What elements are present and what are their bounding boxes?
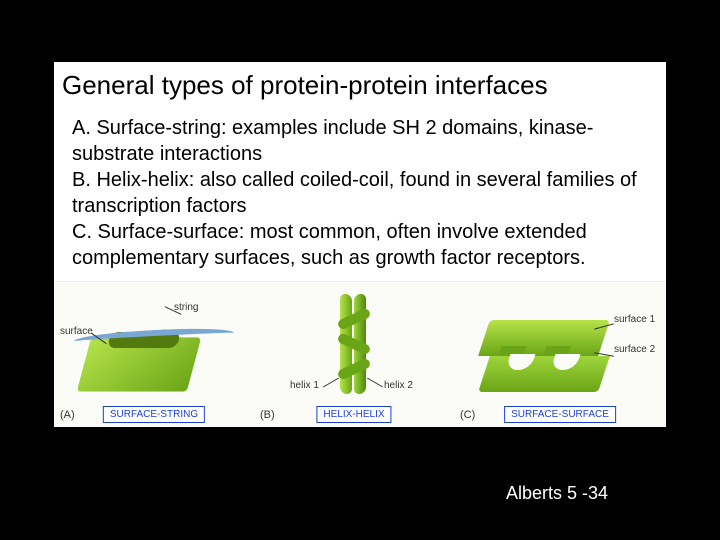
label-helix2: helix 2 [384, 380, 413, 391]
body-text: A. Surface-string: examples include SH 2… [54, 111, 666, 281]
item-b: B. Helix-helix: also called coiled-coil,… [72, 167, 648, 219]
panel-letter: (B) [260, 409, 275, 421]
slide-content: General types of protein-protein interfa… [54, 62, 666, 427]
helix-pair-icon [336, 294, 372, 394]
label-surface2: surface 2 [614, 344, 655, 355]
panel-caption: HELIX-HELIX [316, 406, 391, 423]
surface2-icon [478, 356, 610, 392]
citation: Alberts 5 -34 [506, 483, 608, 504]
panel-letter: (C) [460, 409, 475, 421]
panel-caption: SURFACE-STRING [103, 406, 205, 423]
label-surface: surface [60, 326, 93, 337]
surface1-icon [478, 320, 610, 356]
label-helix1: helix 1 [290, 380, 319, 391]
slide-title: General types of protein-protein interfa… [54, 62, 666, 111]
figure: string surface (A) SURFACE-STRING helix … [54, 281, 666, 427]
panel-letter: (A) [60, 409, 75, 421]
panel-c: surface 1 surface 2 (C) SURFACE-SURFACE [454, 282, 666, 427]
item-c: C. Surface-surface: most common, often i… [72, 219, 648, 271]
item-a: A. Surface-string: examples include SH 2… [72, 115, 648, 167]
panel-b: helix 1 helix 2 (B) HELIX-HELIX [254, 282, 454, 427]
panel-a: string surface (A) SURFACE-STRING [54, 282, 254, 427]
panel-caption: SURFACE-SURFACE [504, 406, 616, 423]
label-surface1: surface 1 [614, 314, 655, 325]
